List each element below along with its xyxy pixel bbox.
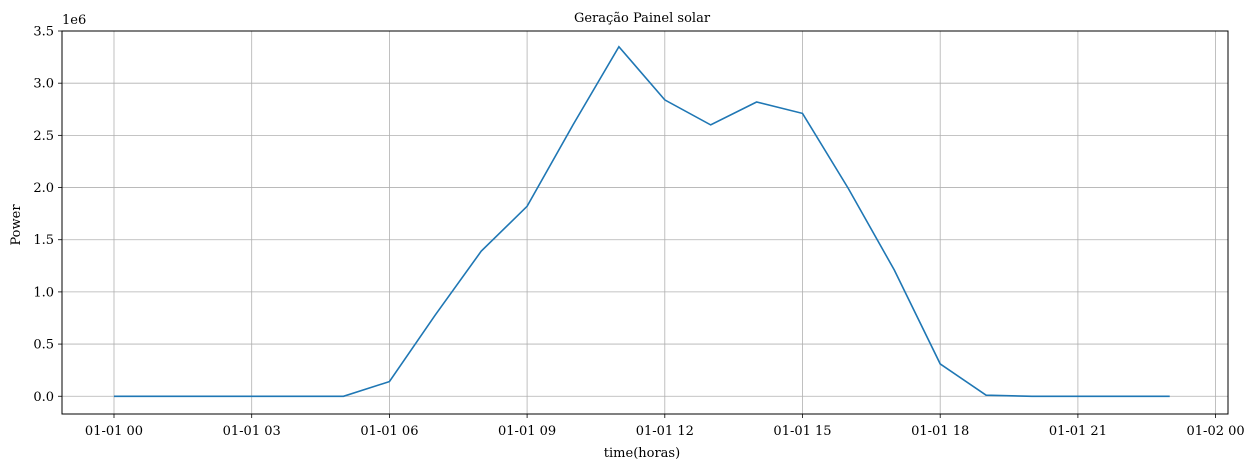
series-points: [113, 46, 1170, 397]
x-axis-label: time(horas): [604, 446, 680, 461]
series-line: [114, 45, 1170, 398]
y-tick-label: 0.5: [33, 338, 54, 353]
y-offset-label: 1e6: [62, 13, 86, 28]
y-axis-ticks: 0.0 0.5 1.0 1.5 2.0 2.5 3.0 3.5: [33, 25, 62, 405]
y-tick-label: 3.0: [33, 77, 54, 92]
y-tick-label: 2.5: [33, 129, 54, 144]
plot-frame: [61, 30, 1229, 415]
x-tick-label: 01-01 18: [911, 424, 969, 439]
y-tick-label: 2.0: [33, 181, 54, 196]
x-tick-label: 01-01 12: [636, 424, 694, 439]
x-tick-label: 01-01 03: [223, 424, 281, 439]
y-tick-label: 1.0: [33, 285, 54, 300]
y-tick-label: 3.5: [33, 25, 54, 40]
y-tick-label: 1.5: [33, 233, 54, 248]
grid: [62, 30, 1228, 414]
x-axis-ticks: 01-01 00 01-01 03 01-01 06 01-01 09 01-01 12…: [85, 414, 1245, 439]
x-tick-label: 01-01 06: [360, 424, 418, 439]
x-tick-label: 01-01 09: [498, 424, 556, 439]
chart-title: Geração Painel solar: [574, 11, 711, 26]
x-tick-label: 01-01 21: [1049, 424, 1107, 439]
x-tick-label: 01-02 00: [1187, 424, 1245, 439]
y-axis-label: Power: [9, 204, 24, 246]
x-tick-label: 01-01 15: [773, 424, 831, 439]
y-tick-label: 0.0: [33, 390, 54, 405]
x-tick-label: 01-01 00: [85, 424, 143, 439]
